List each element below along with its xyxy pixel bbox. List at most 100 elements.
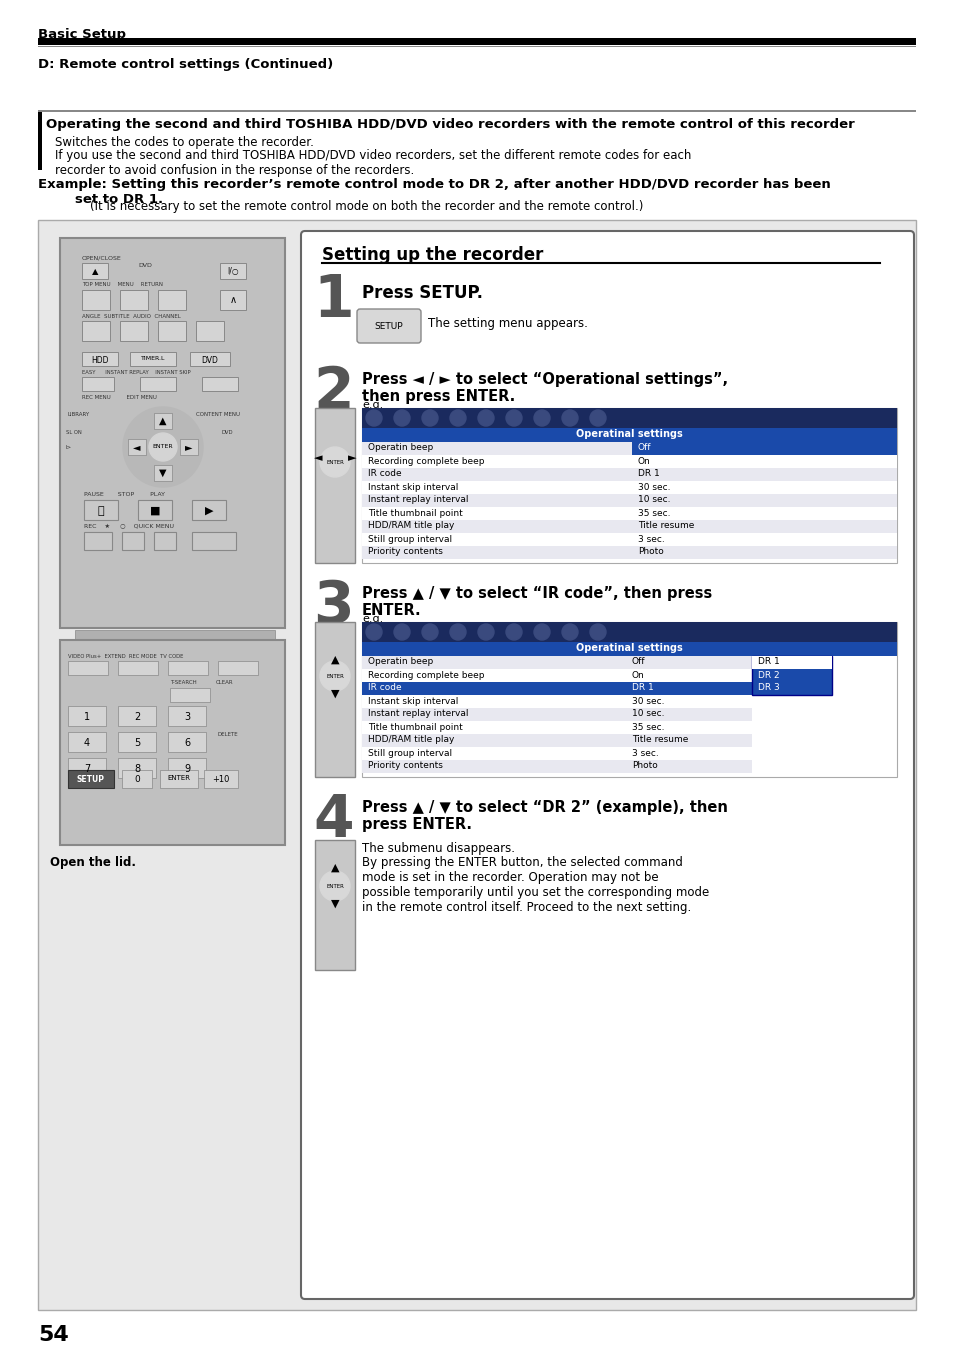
Text: +10: +10 [213,775,230,784]
Text: DVD: DVD [222,431,233,435]
Bar [38,109,915,112]
Text: 10 sec.: 10 sec. [638,495,670,505]
Text: 2: 2 [133,711,140,722]
Text: LIBRARY: LIBRARY [68,412,90,417]
Bar [60,640,285,845]
Bar [68,732,106,752]
Text: 8: 8 [133,764,140,774]
Text: 3: 3 [313,578,354,634]
Text: 6: 6 [184,738,190,748]
Circle shape [366,624,381,640]
Text: 35 sec.: 35 sec. [638,509,670,517]
Text: Off: Off [638,444,651,452]
Bar [361,643,896,656]
Text: VIDEO Plus+  EXTEND  REC MODE  TV CODE: VIDEO Plus+ EXTEND REC MODE TV CODE [68,653,183,659]
Text: Open the lid.: Open the lid. [50,856,136,869]
Bar [158,321,186,342]
Text: Operatin beep: Operatin beep [368,444,433,452]
Bar [314,408,355,563]
Bar [168,757,206,778]
Bar [118,732,156,752]
Text: Press ▲ / ▼ to select “IR code”, then press
ENTER.: Press ▲ / ▼ to select “IR code”, then pr… [361,586,712,618]
Text: DR 3: DR 3 [758,683,779,693]
Text: HDD: HDD [91,356,109,365]
Text: HDD/RAM title play: HDD/RAM title play [368,736,454,744]
Text: Priority contents: Priority contents [368,761,442,771]
Bar [82,352,118,366]
Text: ANGLE  SUBTITLE  AUDIO  CHANNEL: ANGLE SUBTITLE AUDIO CHANNEL [82,315,180,319]
Text: SL ON: SL ON [66,431,82,435]
Circle shape [534,624,550,640]
Text: ▲: ▲ [331,655,339,666]
Bar [361,747,751,760]
Text: ▲: ▲ [331,863,339,873]
Text: ■: ■ [150,506,160,516]
Text: 3 sec.: 3 sec. [638,535,664,544]
Text: On: On [631,671,644,679]
Text: Photo: Photo [638,548,663,556]
Bar [118,757,156,778]
Bar [631,441,896,455]
Text: 2: 2 [313,364,354,421]
Text: DR 1: DR 1 [638,470,659,478]
Text: If you use the second and third TOSHIBA HDD/DVD video recorders, set the differe: If you use the second and third TOSHIBA … [55,148,691,177]
Text: ▲: ▲ [159,416,167,427]
Text: On: On [638,456,650,466]
Circle shape [421,410,437,427]
Bar [38,112,42,170]
Text: l>: l> [66,446,72,450]
Text: ▼: ▼ [159,468,167,478]
FancyBboxPatch shape [356,309,420,343]
Bar [180,439,198,455]
Circle shape [561,410,578,427]
Circle shape [534,410,550,427]
FancyBboxPatch shape [301,231,913,1299]
Text: REC MENU         EDIT MENU: REC MENU EDIT MENU [82,396,156,400]
Text: D: Remote control settings (Continued): D: Remote control settings (Continued) [38,58,333,72]
Bar [153,532,175,549]
Bar [192,500,226,520]
Bar [361,545,896,559]
Bar [220,290,246,310]
Bar [361,682,751,695]
Text: Off: Off [631,657,645,667]
Bar [361,408,896,563]
Text: DELETE: DELETE [218,732,238,737]
Bar [361,695,751,707]
Bar [120,321,148,342]
Text: Press SETUP.: Press SETUP. [361,284,482,302]
Bar [361,441,896,455]
Text: ◄: ◄ [314,454,322,463]
Bar [192,532,235,549]
Bar [140,377,175,392]
Text: ∧: ∧ [230,296,236,305]
Bar [82,321,110,342]
Text: Operatin beep: Operatin beep [368,657,433,667]
Text: Title resume: Title resume [638,521,694,531]
Circle shape [319,447,350,477]
Bar [38,220,915,1309]
Bar [82,377,113,392]
Text: DR 1: DR 1 [758,657,779,667]
Text: The submenu disappears.: The submenu disappears. [361,842,515,855]
Circle shape [561,624,578,640]
Text: ►: ► [348,454,355,463]
Circle shape [123,406,203,487]
Text: Title resume: Title resume [631,736,688,744]
Text: e.g.: e.g. [361,400,383,410]
Text: ENTER: ENTER [168,775,191,782]
Text: ▼: ▼ [331,899,339,909]
Bar [361,508,896,520]
Text: ▼: ▼ [331,688,339,699]
Bar [751,656,831,695]
Bar [118,662,158,675]
Bar [168,706,206,726]
Text: 5: 5 [133,738,140,748]
Text: Still group interval: Still group interval [368,535,452,544]
Text: Basic Setup: Basic Setup [38,28,126,40]
Bar [160,769,198,788]
Text: Switches the codes to operate the recorder.: Switches the codes to operate the record… [55,136,314,148]
Text: 35 sec.: 35 sec. [631,722,664,732]
Circle shape [394,624,410,640]
Circle shape [366,410,381,427]
